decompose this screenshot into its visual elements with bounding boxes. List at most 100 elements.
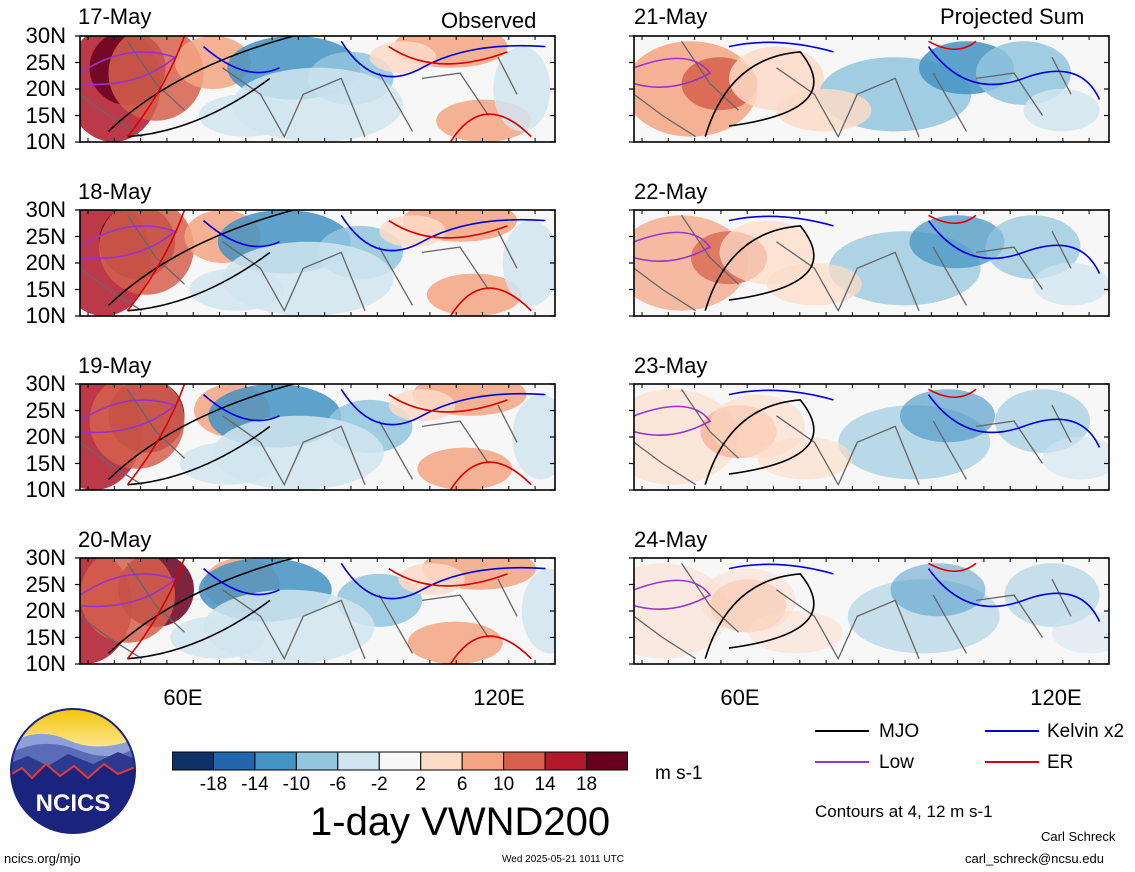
contour-line: [80, 399, 177, 434]
contour-line: [126, 558, 532, 664]
lat-label: 30N: [25, 545, 66, 570]
contour-line: [80, 573, 177, 608]
anomaly-shading: [407, 621, 503, 664]
contour-line: [704, 51, 815, 137]
colorbar-swatch: [503, 751, 546, 771]
observed-column-title: Observed: [441, 8, 537, 33]
anomaly-shading: [521, 568, 555, 654]
colorbar-tick-label: -14: [241, 774, 269, 795]
lat-label: 30N: [25, 23, 66, 48]
anomaly-shading: [398, 563, 465, 596]
contour-line: [704, 573, 815, 659]
projected-column-title: Projected Sum: [940, 4, 1085, 29]
anomaly-shading: [493, 46, 551, 132]
colorbar-swatch: [461, 751, 505, 771]
colorbar-tick-label: 10: [493, 774, 515, 795]
colorbar-swatch: [295, 751, 339, 771]
lon-label: 120E: [473, 685, 525, 710]
lat-label: 25N: [25, 223, 66, 249]
lat-label: 10N: [25, 477, 66, 502]
colorbar-swatch: [172, 751, 214, 771]
anomaly-shading: [909, 215, 1005, 269]
lat-label: 10N: [25, 303, 66, 328]
panel-date-label: 19-May: [78, 353, 152, 378]
colorbar: [172, 751, 628, 771]
colorbar-tick-label: 6: [456, 774, 468, 795]
colorbar-swatch: [586, 751, 628, 771]
anomaly-shading: [710, 579, 786, 633]
map-panels: [75, 35, 1110, 665]
coastline: [80, 388, 518, 487]
logo-text: NCICS: [36, 790, 111, 817]
contour-note: Contours at 4, 12 m s-1: [815, 802, 993, 821]
contour-line: [928, 562, 977, 573]
map-panel: [75, 557, 556, 665]
contour-line: [928, 214, 977, 225]
contour-line: [202, 388, 546, 426]
contour-line: [728, 41, 1101, 100]
footer-url: ncics.org/mjo: [4, 851, 81, 866]
colorbar-swatch: [420, 751, 463, 771]
lat-label: 10N: [25, 651, 66, 676]
colorbar-units: m s-1: [655, 763, 703, 784]
contour-line: [126, 210, 532, 316]
anomaly-shading: [976, 41, 1071, 105]
anomaly-shading: [1042, 437, 1109, 480]
contour-line: [928, 388, 977, 399]
map-panel: [629, 209, 1110, 317]
anomaly-shading: [748, 611, 843, 654]
coastline: [80, 40, 518, 139]
contour-line: [634, 405, 712, 437]
anomaly-shading: [189, 268, 285, 311]
contour-line: [80, 51, 177, 86]
legend-label-mjo: MJO: [879, 721, 920, 742]
lat-label: 15N: [25, 450, 66, 476]
contour-line: [728, 389, 1101, 448]
colorbar-tick-label: -6: [329, 774, 347, 795]
lat-label: 25N: [25, 571, 66, 597]
anomaly-shading: [426, 273, 522, 316]
panel-date-label: 23-May: [634, 353, 708, 378]
legend-lines: [815, 730, 1039, 763]
lat-label: 15N: [25, 624, 66, 650]
contour-line: [202, 214, 546, 252]
colorbar-swatch: [212, 751, 256, 771]
lat-label: 20N: [25, 424, 66, 449]
anomaly-shading: [379, 215, 446, 248]
panel-date-label: 20-May: [78, 527, 152, 552]
contour-line: [634, 231, 712, 263]
lat-label: 25N: [25, 49, 66, 75]
anomaly-shading: [179, 442, 275, 485]
coastline: [634, 562, 1072, 661]
colorbar-swatch: [337, 751, 380, 771]
anomaly-shading: [757, 437, 853, 480]
contour-line: [634, 579, 712, 611]
anomaly-shading: [198, 94, 294, 137]
panel-date-label: 22-May: [634, 179, 708, 204]
figure-title: 1-day VWND200: [310, 800, 611, 844]
panel-date-label: 24-May: [634, 527, 708, 552]
colorbar-swatch: [544, 751, 588, 771]
contour-line: [202, 562, 546, 600]
anomaly-shading: [985, 215, 1081, 279]
lat-label: 15N: [25, 276, 66, 302]
anomaly-shading: [1033, 263, 1109, 306]
coastline: [634, 388, 1072, 487]
anomaly-shading: [1004, 563, 1100, 627]
anomaly-shading: [369, 41, 437, 74]
legend-label-kelvin: Kelvin x2: [1047, 721, 1125, 742]
anomaly-shading: [80, 558, 175, 643]
lon-label: 60E: [163, 685, 203, 710]
contour-line: [107, 210, 294, 312]
legend-label-er: ER: [1047, 752, 1074, 773]
contour-line: [634, 57, 712, 89]
map-panel: [75, 209, 556, 317]
footer-timestamp: Wed 2025-05-21 1011 UTC: [502, 854, 624, 865]
anomaly-shading: [512, 394, 555, 480]
lat-label: 25N: [25, 397, 66, 423]
contour-line: [928, 40, 977, 51]
map-panel: [75, 383, 556, 491]
anomaly-shading: [170, 616, 266, 659]
anomaly-shading: [634, 563, 729, 659]
lat-label: 20N: [25, 76, 66, 101]
